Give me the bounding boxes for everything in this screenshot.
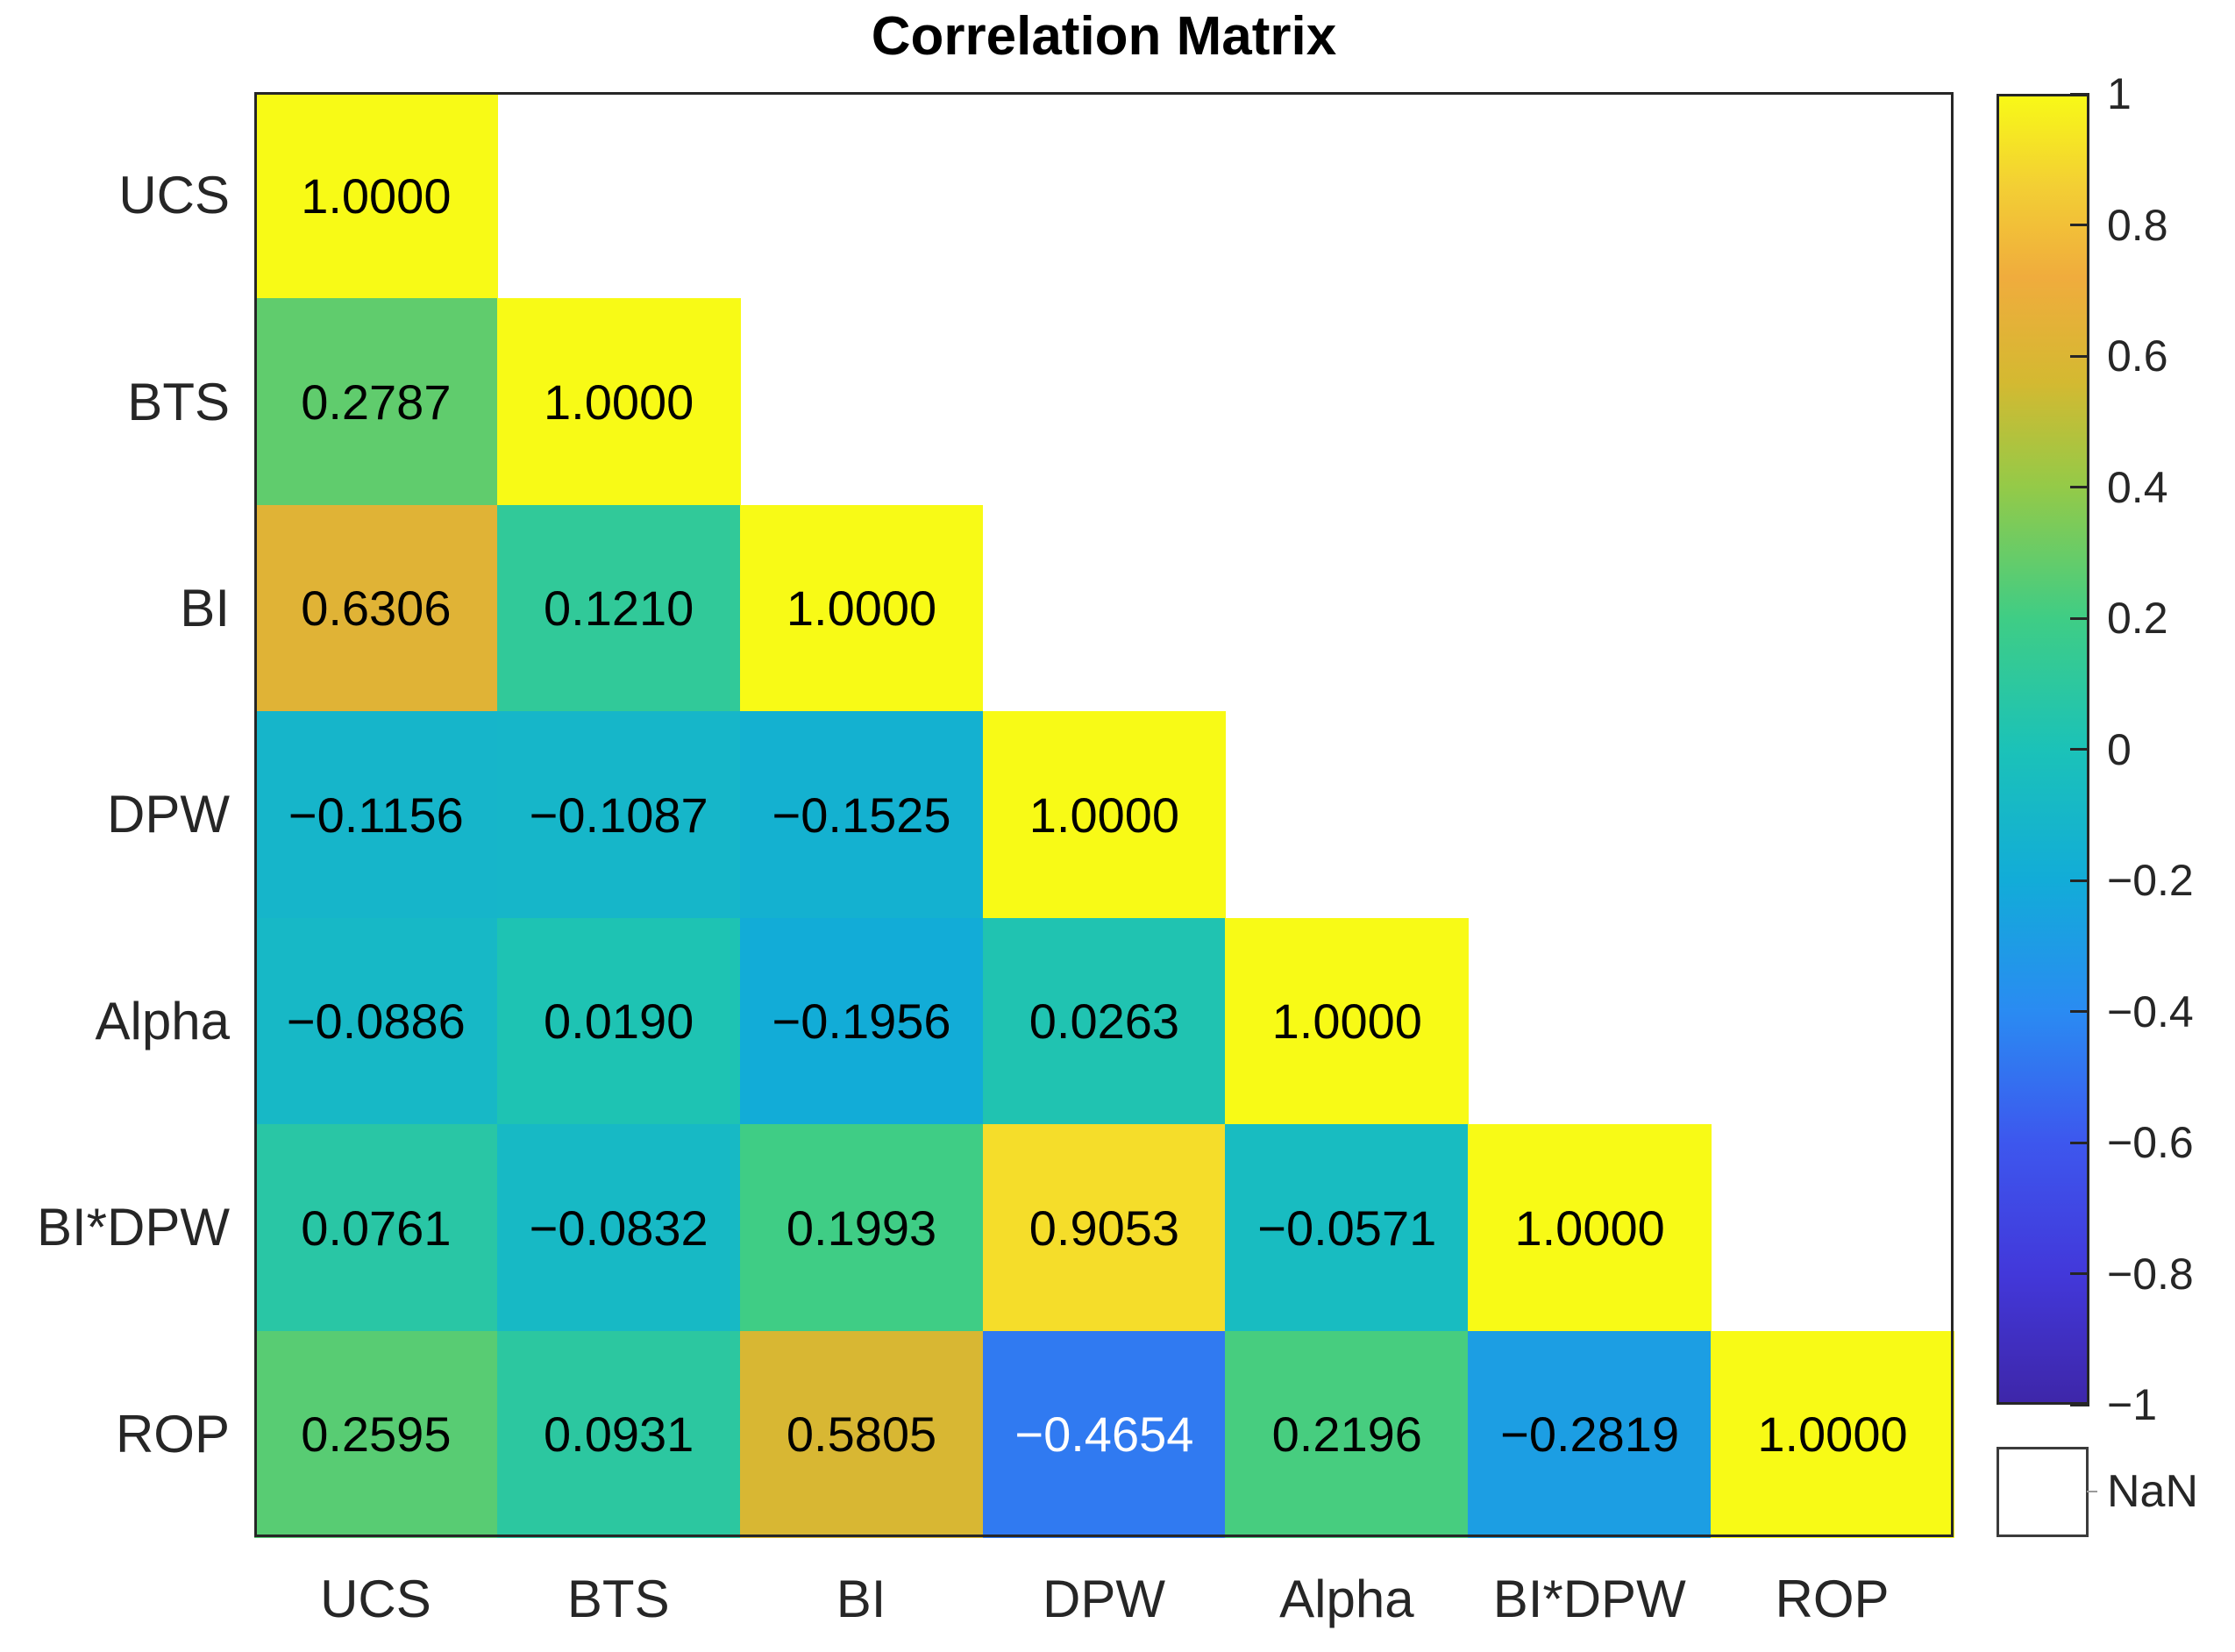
x-axis-label: BI [836,1569,886,1628]
nan-swatch-tick [2087,1491,2097,1492]
colorbar-tick-label: 0.4 [2107,462,2168,512]
colorbar-tick-label: 1 [2107,69,2132,118]
matrix-cell: 1.0000 [739,504,984,713]
colorbar-tick [2070,1010,2089,1013]
y-axis-label: Alpha [95,991,230,1050]
chart-title: Correlation Matrix [871,5,1337,67]
matrix-cell: −0.0832 [496,1124,741,1332]
matrix-cell: −0.1525 [739,711,984,919]
matrix-cell: −0.0571 [1225,1124,1470,1332]
matrix-cell: 0.0190 [496,917,741,1125]
x-axis-label: UCS [320,1569,431,1628]
colorbar-tick [2070,224,2089,226]
colorbar-tick-label: 0.8 [2107,200,2168,250]
colorbar-tick [2070,486,2089,488]
heatmap-plot-area: 1.0000 0.2787 1.0000 0.6306 0.1210 1.0000 −0.1… [254,92,1954,1538]
nan-swatch [1997,1447,2089,1537]
matrix-cell: 1.0000 [254,92,498,300]
colorbar-tick [2070,1403,2089,1406]
y-axis-label: BTS [127,372,230,431]
matrix-cell: 0.1993 [739,1124,984,1332]
matrix-cell: 0.5805 [739,1330,984,1538]
matrix-cell: −0.4654 [982,1330,1227,1538]
x-axis-label: DPW [1042,1569,1165,1628]
x-axis-label: BI*DPW [1492,1569,1686,1628]
matrix-cell: 1.0000 [496,298,741,506]
matrix-cell: 0.2196 [1225,1330,1470,1538]
matrix-cell: −0.1087 [496,711,741,919]
colorbar-tick-label: −0.8 [2107,1249,2194,1299]
x-axis-label: ROP [1775,1569,1890,1628]
x-axis-label: Alpha [1279,1569,1414,1628]
matrix-cell: 1.0000 [1468,1124,1712,1332]
matrix-cell: 0.0931 [496,1330,741,1538]
y-axis-label: UCS [118,166,230,225]
colorbar-tick-label: −0.4 [2107,986,2194,1036]
colorbar-tick [2070,879,2089,882]
matrix-cell: −0.0886 [254,917,498,1125]
matrix-cell: 1.0000 [982,711,1227,919]
matrix-cell: 1.0000 [1711,1330,1954,1538]
colorbar-tick [2070,1141,2089,1144]
colorbar-tick [2070,748,2089,751]
y-axis-label: BI*DPW [36,1198,230,1257]
y-axis-label: ROP [115,1404,230,1463]
matrix-cell: −0.1156 [254,711,498,919]
matrix-cell: 0.1210 [496,504,741,713]
matrix-cell: −0.2819 [1468,1330,1712,1538]
matrix-cell: −0.1956 [739,917,984,1125]
colorbar-tick [2070,92,2089,96]
matrix-cell: 0.6306 [254,504,498,713]
y-axis-label: DPW [107,785,230,844]
y-axis-label: BI [180,579,230,638]
colorbar-tick [2070,616,2089,620]
matrix-cell: 0.2787 [254,298,498,506]
matrix-cell: 0.2595 [254,1330,498,1538]
matrix-cell: 0.0761 [254,1124,498,1332]
matrix-cell: 0.9053 [982,1124,1227,1332]
colorbar-tick [2070,354,2089,358]
colorbar-tick-label: −0.6 [2107,1118,2194,1167]
matrix-cell: 0.0263 [982,917,1227,1125]
nan-label: NaN [2107,1466,2199,1517]
x-axis-label: BTS [566,1569,670,1628]
colorbar-tick [2070,1272,2089,1275]
colorbar-tick-label: 0.6 [2107,331,2168,381]
colorbar-tick-label: −0.2 [2107,856,2194,905]
colorbar-tick-label: 0.2 [2107,594,2168,643]
matrix-cell: 1.0000 [1225,917,1470,1125]
colorbar-tick-label: 0 [2107,724,2132,774]
colorbar-tick-label: −1 [2107,1380,2158,1429]
